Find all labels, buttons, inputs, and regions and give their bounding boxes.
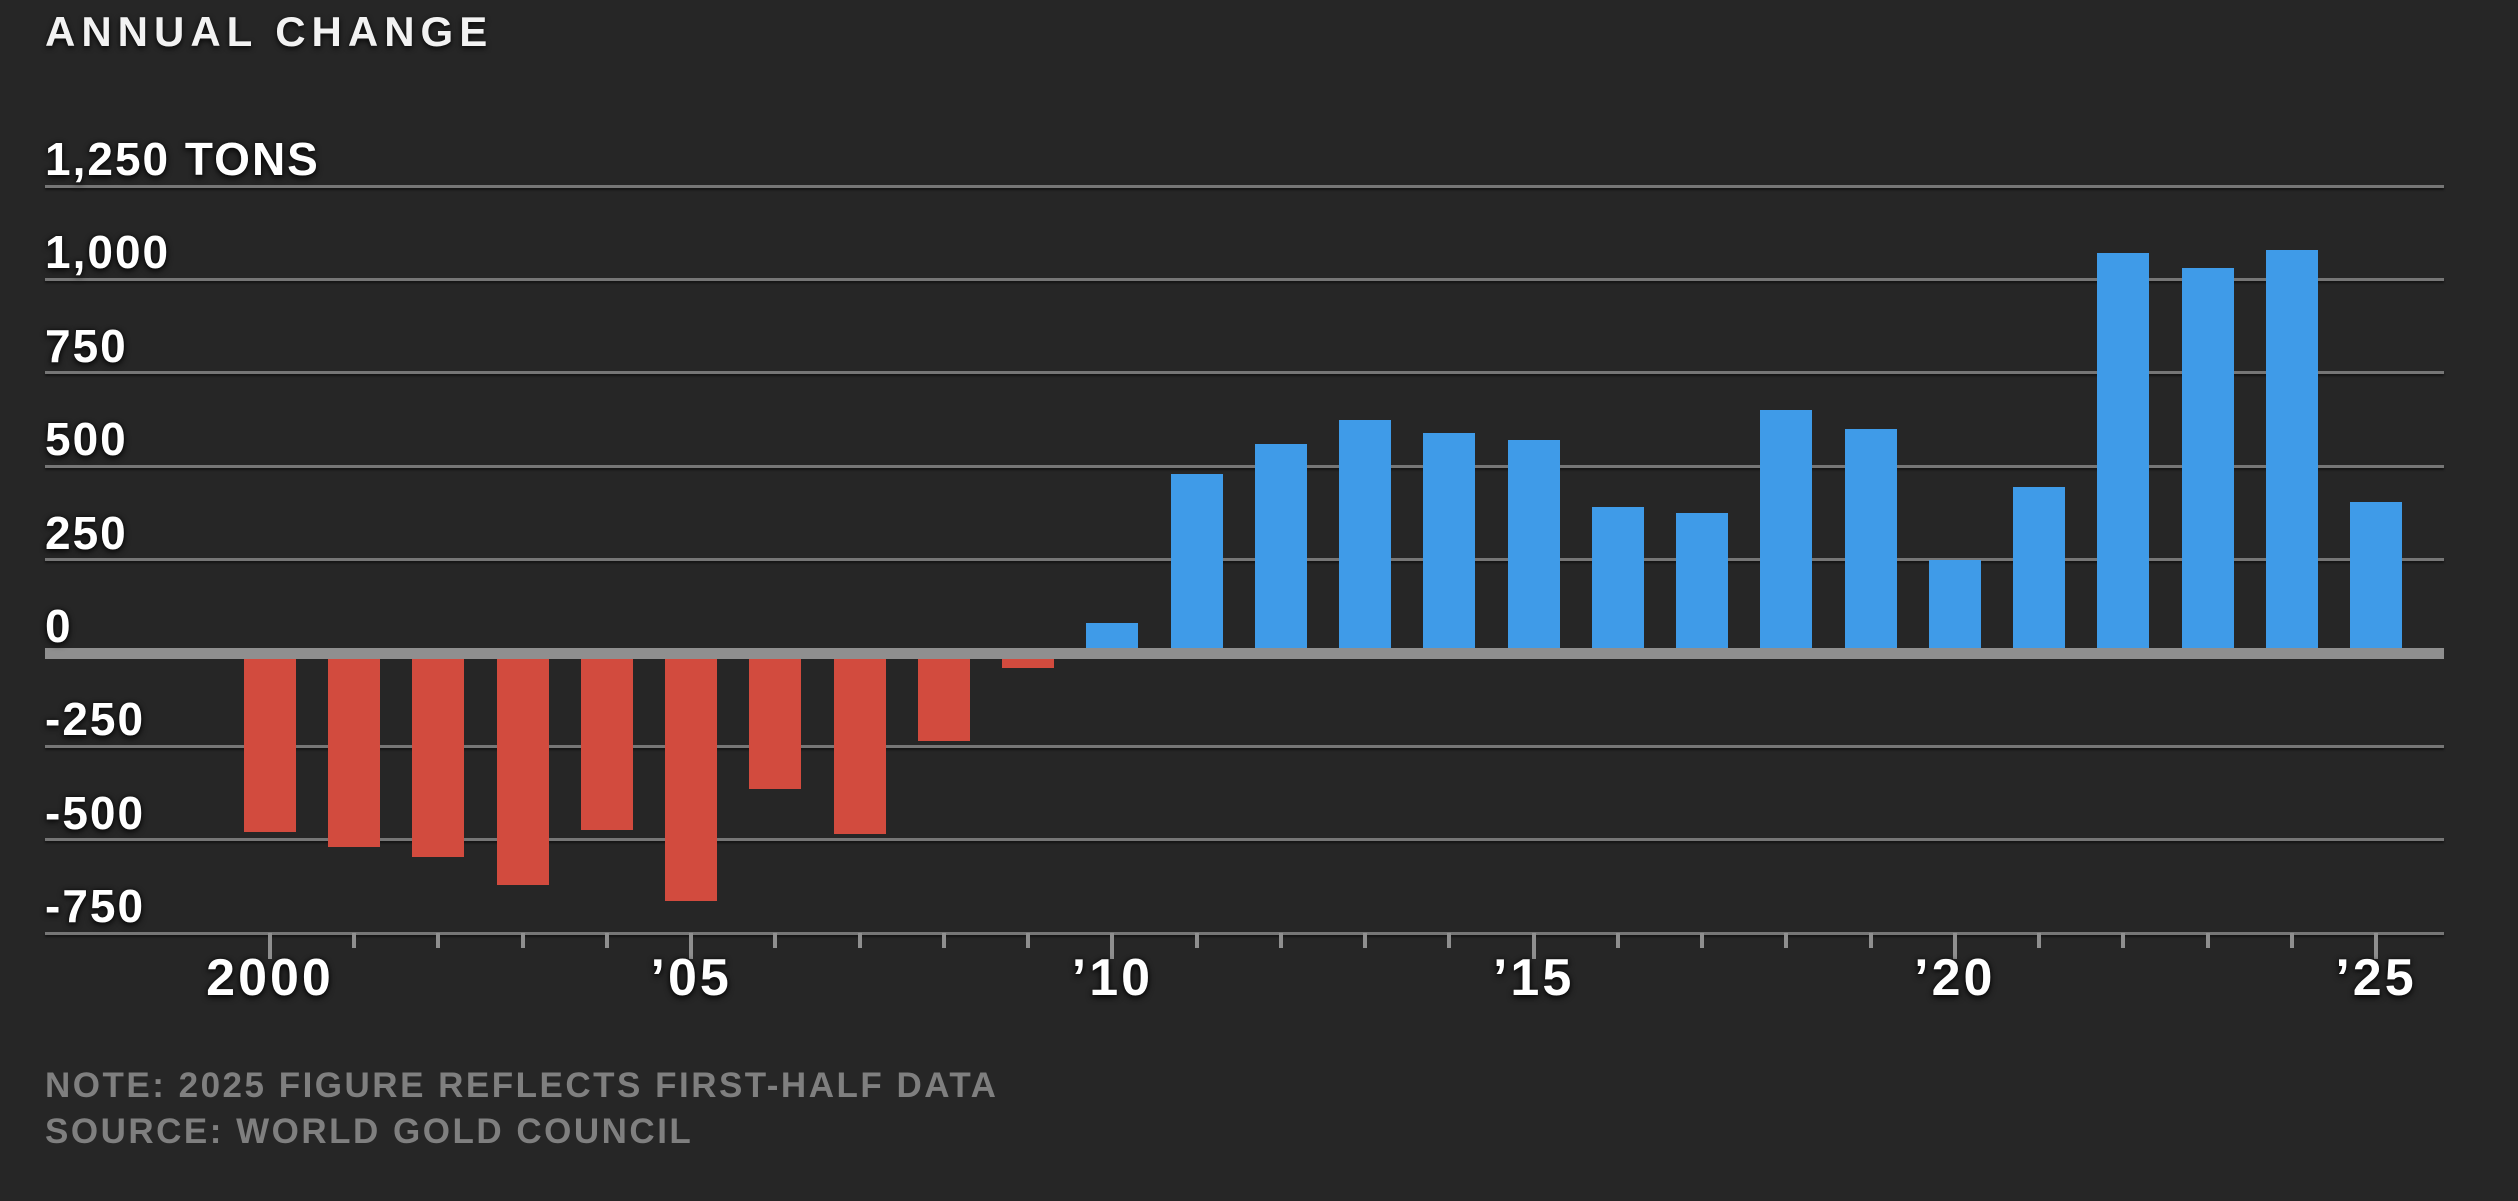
xtick-label-2020: ’20	[1914, 949, 1996, 1007]
ytick-label-250: 250	[45, 506, 128, 559]
xtick-label-2025: ’25	[2335, 949, 2417, 1007]
bar-2024	[2265, 249, 2318, 655]
bar-2012	[1254, 443, 1307, 655]
xtick-2025	[2374, 933, 2378, 959]
bar-2025	[2350, 501, 2402, 655]
xtick-2011	[1194, 933, 1199, 948]
xtick-2016	[1615, 933, 1620, 948]
ytick-label--500: -500	[45, 786, 146, 839]
gridline-1000	[45, 277, 2444, 281]
xtick-label-2010: ’10	[1071, 949, 1154, 1007]
xtick-label-2015: ’15	[1492, 949, 1575, 1007]
gridline-500	[45, 464, 2444, 468]
xtick-2015	[1531, 933, 1536, 959]
ytick-label-1000: 1,000	[45, 226, 171, 279]
xtick-label-2000: 2000	[206, 949, 334, 1007]
bar-2002	[412, 653, 465, 857]
bar-2018	[1760, 410, 1813, 655]
gridline-250	[45, 558, 2444, 562]
bar-2022	[2097, 253, 2150, 655]
xtick-2008	[941, 933, 946, 948]
ytick-label-0: 0	[45, 600, 73, 652]
xtick-2007	[857, 933, 862, 948]
xtick-label-2005: ’05	[650, 949, 732, 1007]
xtick-2021	[2037, 933, 2042, 948]
xtick-2010	[1110, 933, 1115, 959]
ytick-label-1250: 1,250 TONS	[45, 133, 320, 185]
bar-2021	[2013, 486, 2066, 655]
gridline-1250	[45, 184, 2444, 188]
xtick-2013	[1363, 933, 1368, 948]
xtick-2017	[1700, 933, 1705, 948]
bar-2015	[1507, 440, 1560, 655]
xtick-2019	[1868, 933, 1873, 948]
xtick-2022	[2121, 933, 2126, 948]
bar-2005	[665, 653, 718, 902]
bar-2016	[1591, 507, 1644, 655]
xtick-2006	[773, 933, 778, 948]
bar-2023	[2181, 268, 2234, 655]
xtick-2002	[436, 933, 441, 948]
xtick-2024	[2289, 933, 2294, 948]
gridline--250	[45, 744, 2444, 748]
bar-2020	[1928, 559, 1981, 655]
ytick-label-500: 500	[45, 413, 128, 466]
xtick-2009	[1026, 933, 1031, 948]
xtick-2020	[1952, 933, 1957, 959]
xtick-2012	[1278, 933, 1283, 948]
bar-2001	[328, 653, 381, 848]
gridline--500	[45, 838, 2444, 842]
bar-2000	[244, 653, 296, 833]
bar-2017	[1676, 512, 1729, 655]
bar-2003	[496, 653, 549, 885]
bar-2008	[917, 653, 970, 741]
bar-2007	[833, 653, 886, 835]
ytick-label--250: -250	[45, 693, 146, 746]
xtick-2001	[352, 933, 357, 948]
xtick-2004	[604, 933, 609, 948]
gridline--750	[45, 931, 2444, 935]
zero-line	[45, 647, 2444, 659]
footer-source: SOURCE: WORLD GOLD COUNCIL	[45, 1112, 694, 1151]
bar-2014	[1423, 432, 1476, 655]
bar-2013	[1339, 419, 1392, 655]
xtick-2018	[1784, 933, 1789, 948]
bar-2004	[580, 653, 633, 831]
chart-title: ANNUAL CHANGE	[45, 8, 494, 55]
bar-2011	[1170, 473, 1223, 655]
xtick-2023	[2205, 933, 2210, 948]
bar-2019	[1844, 428, 1897, 655]
footer: NOTE: 2025 FIGURE REFLECTS FIRST-HALF DA…	[45, 1063, 998, 1155]
ytick-label--750: -750	[45, 880, 146, 933]
bar-2006	[749, 653, 802, 790]
xtick-2014	[1447, 933, 1452, 948]
xtick-2000	[268, 933, 272, 959]
xtick-2005	[689, 933, 694, 959]
ytick-label-750: 750	[45, 319, 128, 372]
gridline-750	[45, 371, 2444, 375]
footer-note: NOTE: 2025 FIGURE REFLECTS FIRST-HALF DA…	[45, 1066, 999, 1105]
xtick-2003	[520, 933, 525, 948]
